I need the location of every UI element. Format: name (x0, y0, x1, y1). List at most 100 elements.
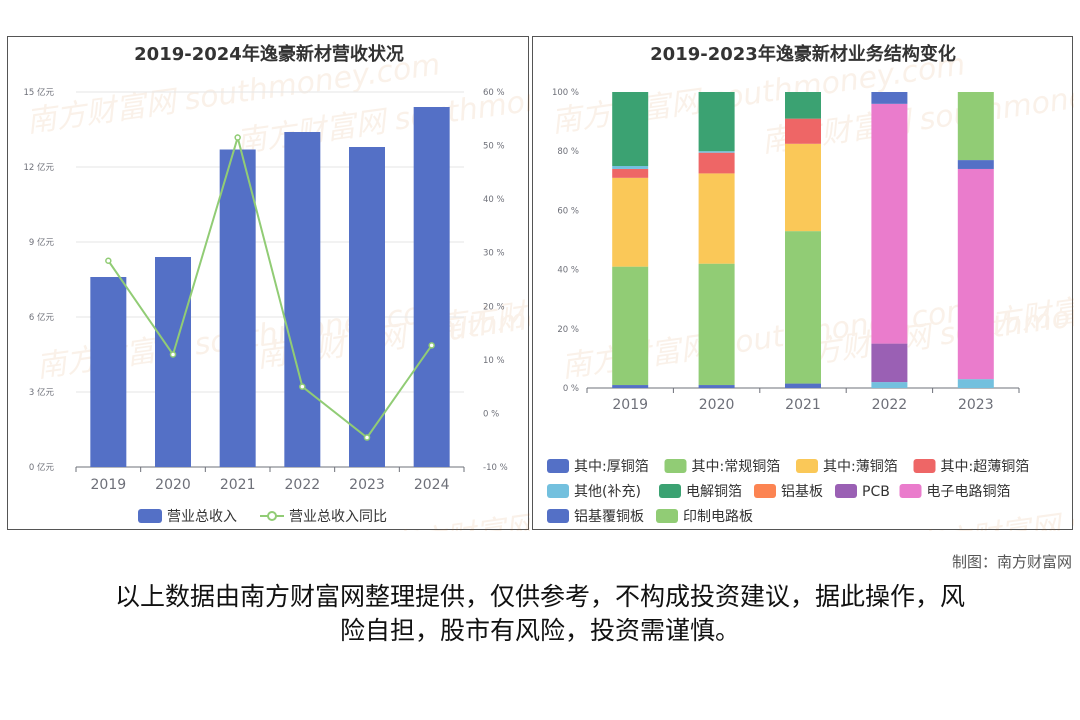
x-tick-label: 2019 (91, 477, 127, 493)
legend-label: 铝基板 (781, 483, 823, 500)
stack-segment (698, 385, 735, 388)
legend-swatch (659, 484, 681, 498)
structure-chart-panel: 南方财富网 southmoney.com 南方财富网 southmoney.com… (532, 36, 1074, 531)
y-tick-label: 40 % (557, 266, 579, 276)
stack-segment (612, 266, 649, 386)
stack-segment (612, 166, 649, 169)
revenue-bar (155, 257, 191, 467)
stack-segment (871, 92, 908, 104)
legend-swatch-revenue (138, 509, 162, 523)
legend-label: 其他(补充) (574, 484, 641, 500)
stack-segment (698, 263, 735, 386)
stack-segment (871, 103, 908, 344)
y-left-tick-label: 15 亿元 (23, 87, 54, 98)
legend-swatch (796, 459, 818, 473)
legend-swatch (899, 484, 922, 498)
legend-label: 铝基覆铜板 (574, 508, 644, 525)
revenue-bar (284, 132, 321, 467)
legend-label: 其中:常规铜箔 (692, 459, 781, 475)
stack-segment (785, 383, 821, 388)
stack-segment (785, 92, 821, 119)
y-tick-label: 60 % (557, 206, 579, 216)
disclaimer-line-1: 以上数据由南方财富网整理提供，仅供参考，不构成投资建议，据此操作，风 (114, 582, 965, 611)
revenue-bar (413, 107, 450, 467)
x-tick-label: 2019 (612, 397, 648, 413)
yoy-growth-point (105, 257, 112, 264)
y-right-tick-label: 20 % (483, 302, 505, 312)
yoy-growth-line (107, 133, 433, 439)
disclaimer: 以上数据由南方财富网整理提供，仅供参考，不构成投资建议，据此操作，风 险自担，股… (40, 580, 1040, 648)
stack-segment (698, 173, 735, 264)
y-tick-label: 100 % (552, 88, 579, 98)
y-tick-label: 20 % (557, 325, 579, 335)
legend-swatch (547, 459, 569, 473)
legend-label: 其中:厚铜箔 (574, 459, 649, 475)
watermark-text: 南方财富网 southmoney.com (384, 472, 530, 531)
stack-segment (698, 151, 735, 153)
stack-segment (612, 168, 649, 178)
y-right-tick-label: -10 % (483, 463, 508, 473)
stack-segment (871, 382, 908, 388)
chart-title: 2019-2024年逸豪新材营收状况 (134, 43, 404, 65)
legend-label: 印制电路板 (683, 509, 753, 525)
stack-segment (612, 177, 649, 267)
x-tick-label: 2023 (349, 477, 385, 493)
legend-label: 电子电路铜箔 (927, 484, 1011, 500)
y-right-tick-label: 30 % (483, 249, 505, 259)
stack-segment (957, 379, 994, 388)
yoy-growth-point (169, 351, 177, 358)
yoy-growth-point (363, 434, 371, 441)
legend-swatch (913, 459, 936, 473)
y-right-tick-label: 40 % (483, 195, 505, 205)
legend-label: 电解铜箔 (686, 484, 742, 500)
stack-segment (785, 143, 821, 232)
legend-label-revenue: 营业总收入 (167, 509, 237, 525)
stack-segment (698, 92, 735, 152)
x-tick-label: 2021 (785, 397, 821, 413)
stack-segment (785, 118, 821, 144)
y-right-tick-label: 10 % (483, 356, 505, 366)
legend-label: 其中:超薄铜箔 (941, 459, 1030, 475)
y-tick-label: 80 % (557, 147, 579, 157)
y-right-tick-label: 50 % (483, 142, 505, 152)
chart-title: 2019-2023年逸豪新材业务结构变化 (650, 43, 956, 65)
legend-swatch (754, 484, 776, 498)
y-right-tick-label: 60 % (483, 88, 505, 98)
stack-segment (612, 92, 649, 166)
revenue-bar (90, 277, 127, 467)
legend-swatch (547, 484, 569, 498)
x-tick-label: 2021 (220, 477, 256, 493)
x-tick-label: 2022 (285, 477, 321, 493)
legend-swatch-yoy-dot (267, 511, 277, 521)
x-tick-label: 2020 (699, 397, 735, 413)
legend-swatch (835, 484, 857, 498)
x-tick-label: 2024 (414, 477, 450, 493)
stack-segment (957, 168, 994, 380)
stack-segment (957, 160, 994, 169)
stack-segment (698, 152, 735, 174)
yoy-growth-point (299, 383, 306, 390)
x-tick-label: 2023 (958, 397, 994, 413)
revenue-bar (219, 149, 256, 467)
legend-label: PCB (862, 484, 890, 500)
yoy-growth-point (428, 342, 435, 349)
legend-swatch (664, 459, 687, 473)
y-left-tick-label: 3 亿元 (29, 387, 55, 398)
watermark-text: 南方财富网 southmoney.com (909, 472, 1074, 531)
y-left-tick-label: 0 亿元 (29, 462, 55, 473)
y-left-tick-label: 12 亿元 (23, 162, 54, 173)
legend-swatch (547, 509, 569, 523)
yoy-growth-point (234, 134, 241, 141)
legend-label-yoy: 营业总收入同比 (289, 509, 387, 525)
y-tick-label: 0 % (563, 384, 579, 394)
legend-swatch (656, 509, 678, 523)
stack-segment (612, 385, 649, 388)
stack-segment (957, 92, 994, 161)
disclaimer-line-2: 险自担，股市有风险，投资需谨慎。 (339, 616, 740, 645)
revenue-bar (349, 147, 385, 467)
x-tick-label: 2022 (872, 397, 908, 413)
stack-segment (871, 343, 908, 383)
